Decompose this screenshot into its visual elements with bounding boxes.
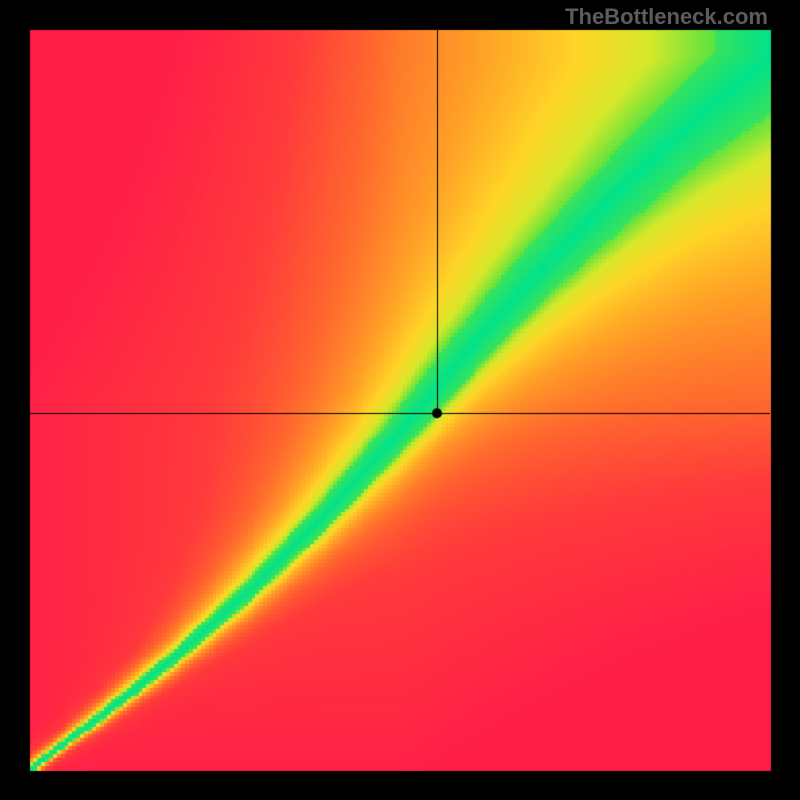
watermark-text: TheBottleneck.com bbox=[565, 4, 768, 30]
chart-container: TheBottleneck.com bbox=[0, 0, 800, 800]
bottleneck-heatmap bbox=[0, 0, 800, 800]
